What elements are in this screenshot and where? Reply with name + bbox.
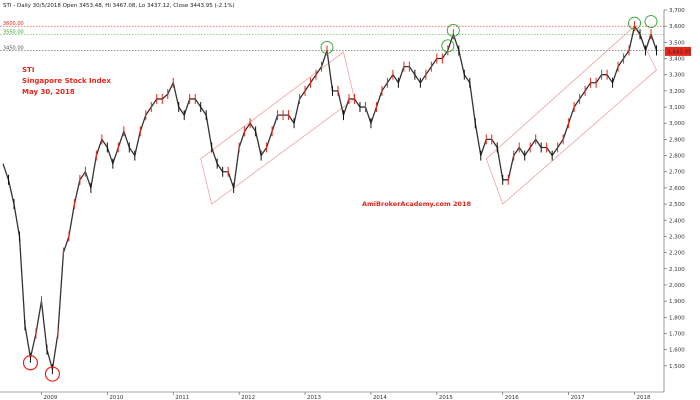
level-label: 3450.00 bbox=[3, 45, 24, 51]
high-circle bbox=[320, 40, 334, 54]
x-tick-label: 2016 bbox=[505, 395, 519, 400]
y-tick-label: 2,000 bbox=[669, 283, 685, 289]
y-tick-label: 2,900 bbox=[669, 137, 685, 143]
y-tick-label: 1,800 bbox=[669, 315, 685, 321]
y-tick-label: 2,800 bbox=[669, 154, 685, 160]
last-price-box bbox=[665, 46, 691, 56]
x-tick-label: 2014 bbox=[373, 395, 387, 400]
x-tick-label: 2018 bbox=[637, 395, 651, 400]
high-circle bbox=[628, 16, 641, 30]
chart-header: STI - Daily 30/5/2018 Open 3453.48, Hi 3… bbox=[3, 3, 235, 9]
y-tick-label: 1,500 bbox=[669, 364, 685, 370]
y-tick-label: 3,300 bbox=[669, 73, 685, 79]
y-tick-label: 3,700 bbox=[669, 8, 685, 14]
watermark: AmiBrokerAcademy.com 2018 bbox=[362, 200, 472, 208]
low-circle bbox=[22, 355, 39, 371]
y-tick-label: 3,000 bbox=[669, 121, 685, 127]
y-tick-label: 3,200 bbox=[669, 89, 685, 95]
high-circle bbox=[446, 24, 460, 37]
last-price-label: 3,443.95 bbox=[667, 49, 692, 55]
chart-annotation: STI Singapore Stock Index May 30, 2018 A… bbox=[22, 66, 472, 208]
level-lines: 3600.00 3550.00 3450.00 bbox=[0, 21, 664, 51]
annotation-circles bbox=[22, 15, 658, 382]
y-tick-label: 2,600 bbox=[669, 186, 685, 192]
level-label: 3550.00 bbox=[3, 29, 24, 35]
y-tick-label: 1,600 bbox=[669, 348, 685, 354]
y-tick-label: 2,200 bbox=[669, 251, 685, 257]
annotation-name: Singapore Stock Index bbox=[22, 77, 111, 85]
x-tick-label: 2017 bbox=[571, 395, 585, 400]
y-tick-label: 2,400 bbox=[669, 218, 685, 224]
y-tick-label: 3,400 bbox=[669, 57, 685, 63]
y-tick-label: 1,700 bbox=[669, 331, 685, 337]
y-tick-label: 3,600 bbox=[669, 24, 685, 30]
y-tick-label: 2,100 bbox=[669, 267, 685, 273]
x-tick-label: 2012 bbox=[241, 395, 255, 400]
x-axis: 2009 2010 2011 2012 2013 2014 2015 2016 2017 2018 bbox=[0, 391, 664, 400]
x-tick-label: 2010 bbox=[109, 395, 123, 400]
last-price-badge: 3,443.95 bbox=[665, 46, 692, 56]
y-tick-label: 2,700 bbox=[669, 170, 685, 176]
high-circle bbox=[644, 15, 658, 29]
x-tick-label: 2011 bbox=[175, 395, 189, 400]
y-tick-label: 2,300 bbox=[669, 234, 685, 240]
annotation-date: May 30, 2018 bbox=[22, 88, 75, 96]
trend-channel bbox=[200, 51, 355, 205]
low-circle bbox=[44, 366, 61, 382]
y-tick-label: 2,500 bbox=[669, 202, 685, 208]
y-tick-label: 3,500 bbox=[669, 40, 685, 46]
annotation-symbol: STI bbox=[22, 66, 34, 74]
high-circle bbox=[441, 39, 455, 53]
x-tick-label: 2015 bbox=[439, 395, 453, 400]
y-tick-label: 3,100 bbox=[669, 105, 685, 111]
x-tick-label: 2009 bbox=[43, 395, 57, 400]
price-line bbox=[2, 25, 658, 370]
level-label: 3600.00 bbox=[3, 21, 24, 27]
x-tick-label: 2013 bbox=[307, 395, 321, 400]
y-tick-label: 1,900 bbox=[669, 299, 685, 305]
price-series bbox=[2, 21, 658, 375]
y-axis: 1,500 1,600 1,700 1,800 1,900 2,000 2,100 2,200… bbox=[663, 8, 685, 392]
